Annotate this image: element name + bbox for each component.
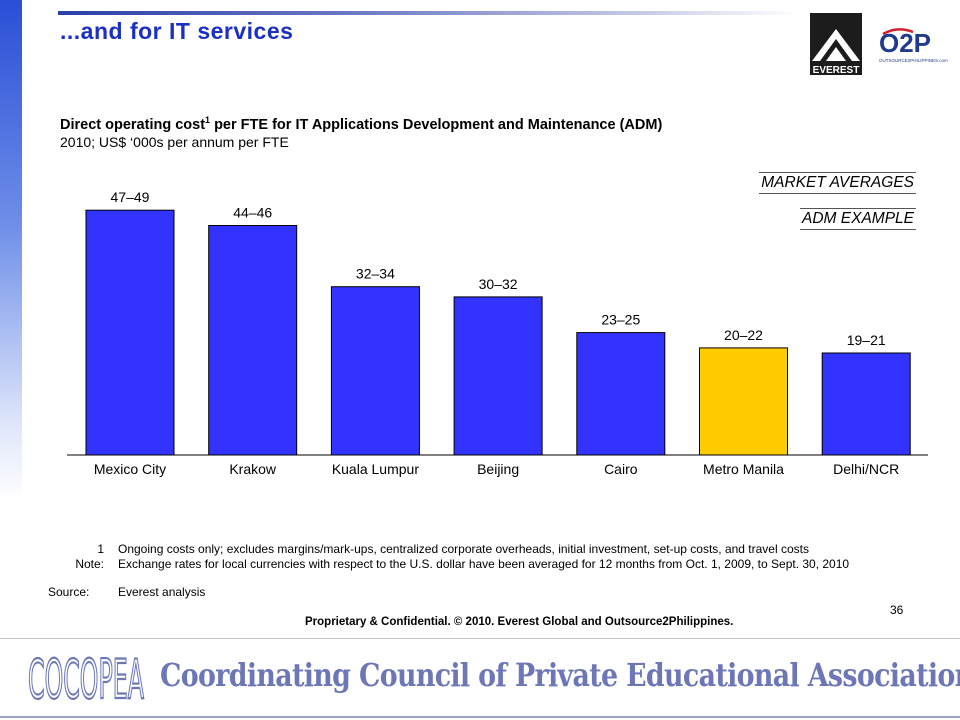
note-marker: Source:	[48, 585, 90, 599]
category-label: Cairo	[604, 461, 638, 477]
bar-cairo	[576, 332, 666, 456]
bar-value-label: 32–34	[356, 266, 395, 282]
chart-subtitle: 2010; US$ ‘000s per annum per FTE	[60, 134, 289, 150]
left-accent-bar	[0, 0, 22, 500]
bar-kuala-lumpur	[330, 286, 420, 456]
note-marker: Note:	[75, 557, 104, 571]
category-label: Beijing	[477, 461, 519, 477]
everest-logo: EVEREST	[810, 13, 862, 75]
footer-bottom-rule	[0, 716, 960, 718]
category-label: Krakow	[229, 461, 277, 477]
bar-delhi-ncr	[821, 352, 911, 456]
legend-market-averages: MARKET AVERAGES	[759, 172, 916, 194]
bar-chart: 47–49 Mexico City 44–46 Krakow 32–34 Kuala Lu…	[67, 189, 928, 477]
bar-value-label: 30–32	[479, 276, 518, 292]
o2p-logo: O2P OUTSOURCE2PHILIPPINES.com	[879, 28, 948, 63]
slide-title: ...and for IT services	[60, 18, 294, 44]
page-number: 36	[890, 603, 904, 617]
note-text: Everest analysis	[118, 585, 206, 599]
everest-logo-text: EVEREST	[813, 65, 860, 75]
footnote-marker: 1	[205, 115, 211, 125]
category-label: Mexico City	[94, 461, 166, 477]
confidential-notice: Proprietary & Confidential. © 2010. Ever…	[305, 616, 734, 628]
cocopea-logo-text: COCOPEA	[28, 648, 144, 708]
legend-adm-example: ADM EXAMPLE	[800, 208, 916, 230]
cocopea-logo: COCOPEA	[28, 648, 145, 708]
o2p-tagline: OUTSOURCE2PHILIPPINES.com	[879, 58, 948, 63]
bar-value-label: 19–21	[847, 332, 886, 348]
bar-mexico-city	[85, 209, 175, 456]
bar-value-label: 47–49	[111, 189, 150, 205]
footer-title: Coordinating Council of Private Educatio…	[160, 656, 960, 694]
footer-divider	[0, 638, 960, 639]
bar-value-label: 23–25	[601, 312, 640, 328]
chart-title: Direct operating cost1 per FTE for IT Ap…	[60, 115, 663, 133]
note-marker: 1	[97, 542, 104, 556]
title-rule	[58, 11, 798, 15]
bar-metro-manila	[699, 347, 788, 456]
note-text: Exchange rates for local currencies with…	[118, 557, 850, 571]
bar-krakow	[208, 225, 298, 456]
category-label: Metro Manila	[703, 461, 784, 477]
bar-value-label: 20–22	[724, 327, 763, 343]
bar-value-label: 44–46	[233, 205, 272, 221]
note-text: Ongoing costs only; excludes margins/mar…	[118, 542, 809, 556]
category-label: Delhi/NCR	[833, 461, 899, 477]
category-label: Kuala Lumpur	[332, 461, 420, 477]
bar-beijing	[453, 296, 543, 456]
